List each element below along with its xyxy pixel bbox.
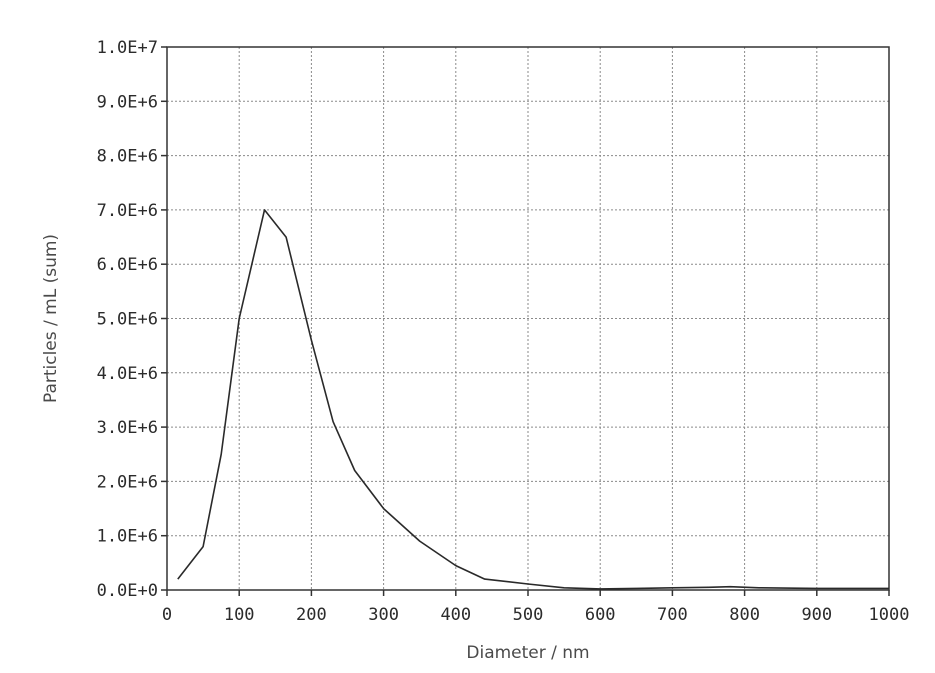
y-axis-label: Particles / mL (sum) — [41, 234, 61, 403]
x-tick-label: 400 — [440, 605, 471, 625]
y-tick-label: 7.0E+6 — [97, 201, 158, 221]
y-tick-label: 4.0E+6 — [97, 364, 158, 384]
y-tick-label: 9.0E+6 — [97, 92, 158, 112]
y-tick-label: 8.0E+6 — [97, 147, 158, 167]
series-line — [178, 210, 889, 589]
gridlines — [167, 47, 889, 590]
y-tick-label: 1.0E+7 — [97, 38, 158, 58]
x-tick-label: 500 — [513, 605, 544, 625]
x-tick-label: 1000 — [869, 605, 910, 625]
axis-ticks — [161, 47, 889, 596]
x-tick-label: 300 — [368, 605, 399, 625]
x-tick-label: 900 — [801, 605, 832, 625]
y-tick-label: 3.0E+6 — [97, 418, 158, 438]
y-tick-label: 0.0E+0 — [97, 581, 158, 601]
y-tick-label: 5.0E+6 — [97, 310, 158, 330]
x-axis-tick-labels: 0 100 200 300 400 500 600 700 800 900 1000 — [162, 605, 910, 625]
y-tick-label: 6.0E+6 — [97, 255, 158, 275]
y-tick-label: 1.0E+6 — [97, 527, 158, 547]
x-axis-label: Diameter / nm — [466, 643, 589, 663]
x-tick-label: 200 — [296, 605, 327, 625]
x-tick-label: 0 — [162, 605, 172, 625]
y-axis-tick-labels: 0.0E+0 1.0E+6 2.0E+6 3.0E+6 4.0E+6 5.0E+6 6.0E… — [97, 38, 158, 601]
x-tick-label: 600 — [585, 605, 616, 625]
x-tick-label: 100 — [224, 605, 255, 625]
y-tick-label: 2.0E+6 — [97, 472, 158, 492]
x-tick-label: 700 — [657, 605, 688, 625]
x-tick-label: 800 — [729, 605, 760, 625]
